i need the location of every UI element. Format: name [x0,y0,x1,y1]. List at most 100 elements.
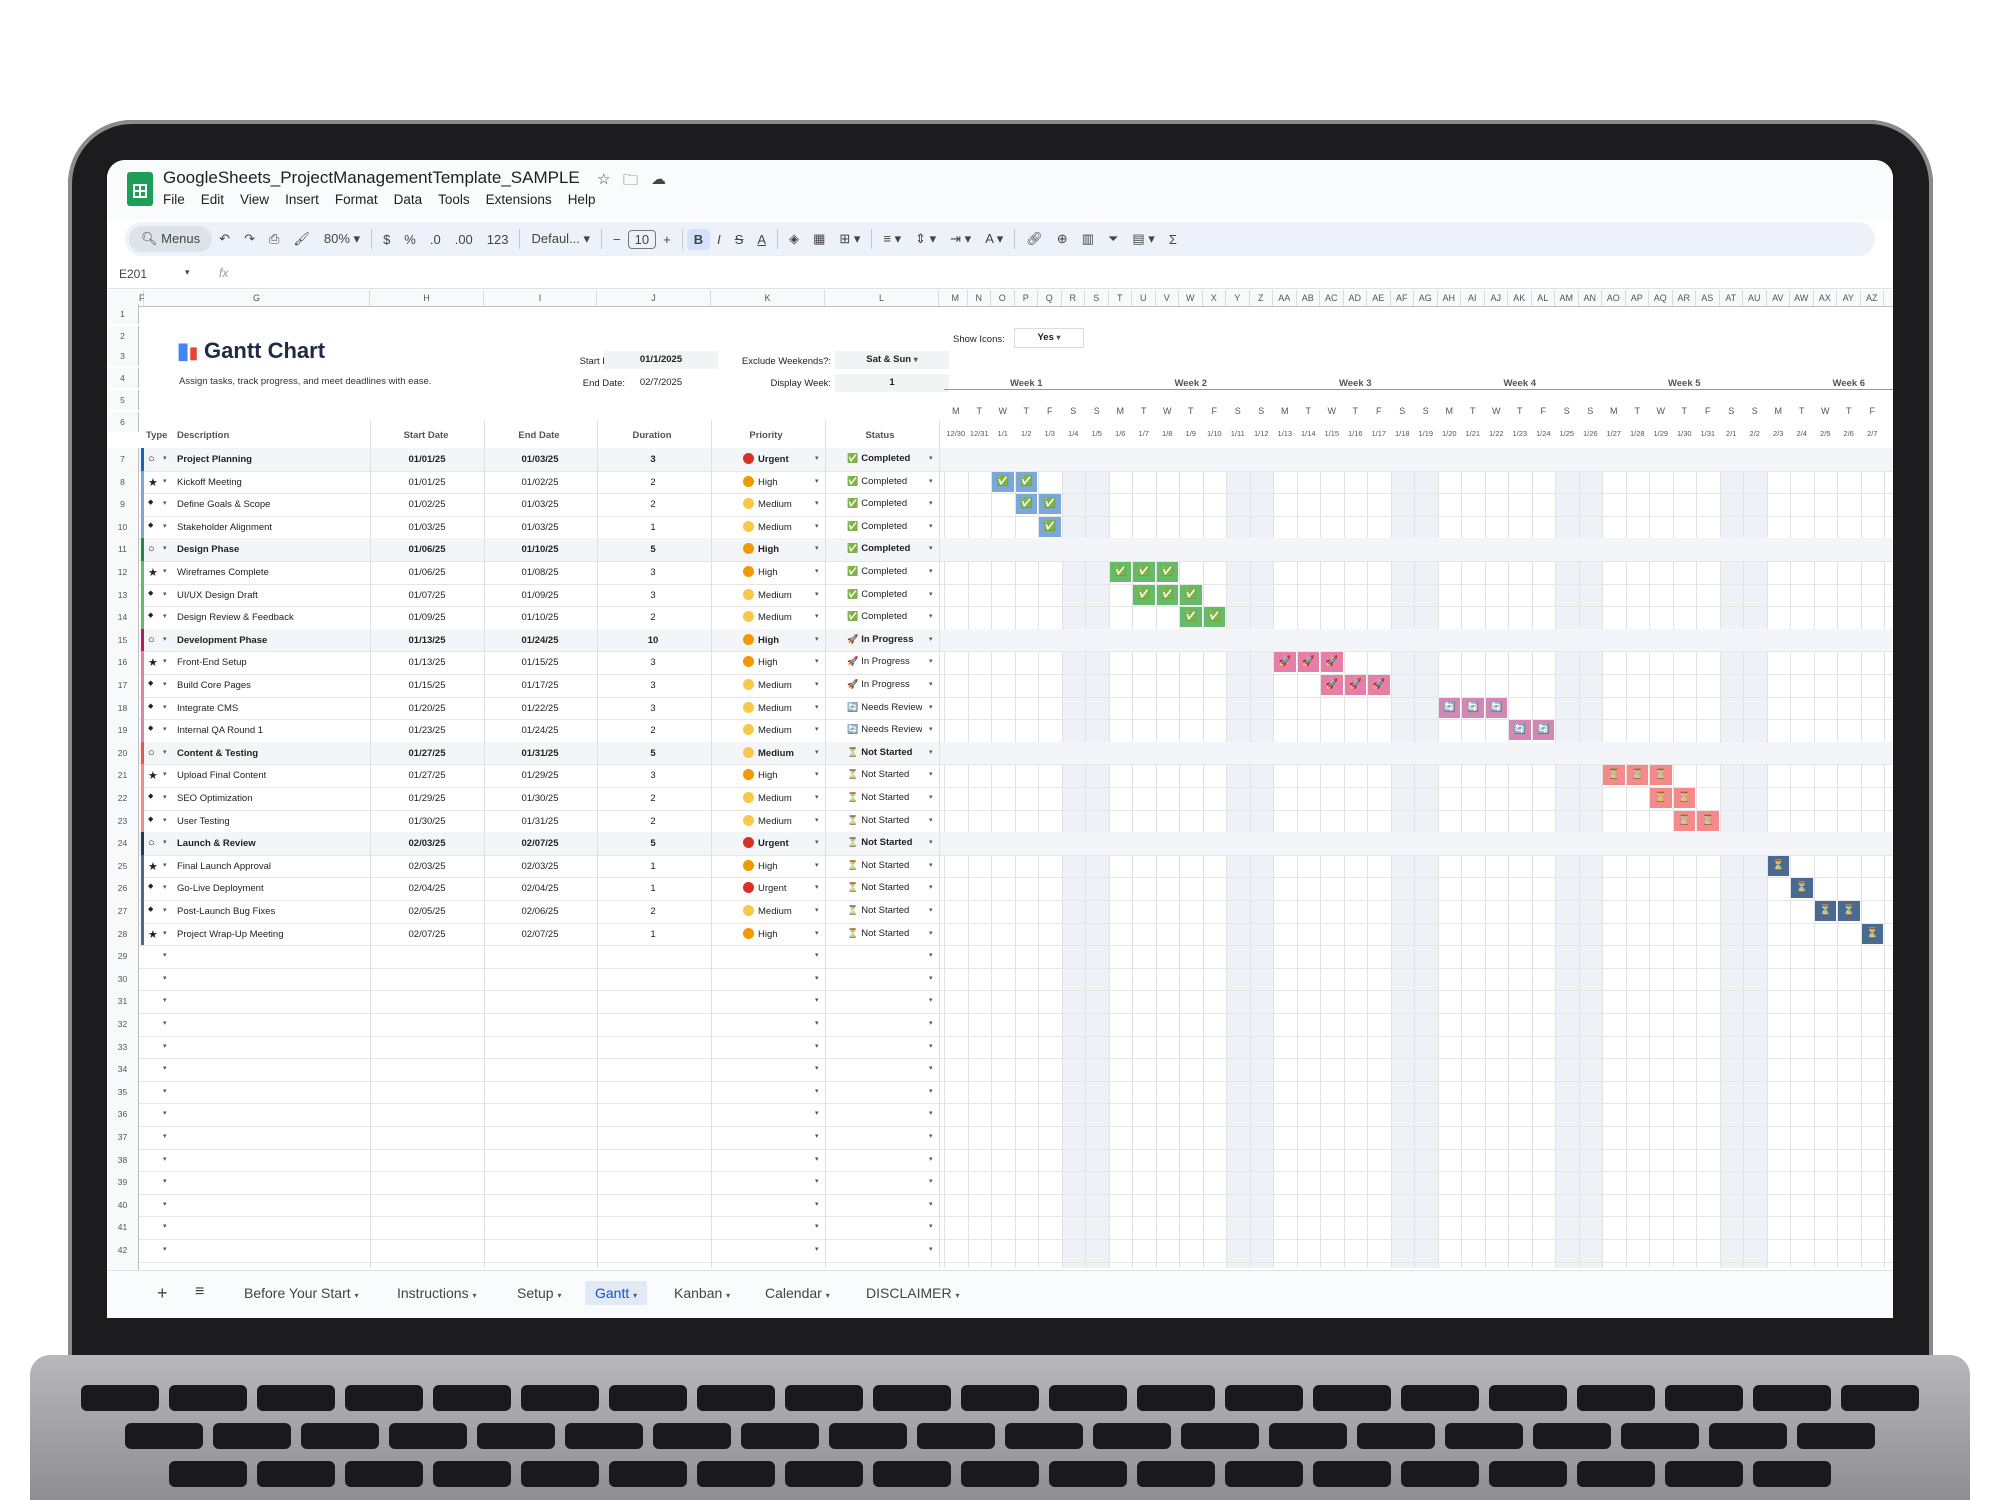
chevron-down-icon[interactable]: ▾ [929,1200,933,1208]
add-sheet-icon[interactable]: + [157,1283,168,1303]
task-duration[interactable]: 2 [650,906,656,917]
menu-insert[interactable]: Insert [285,192,319,207]
row-number[interactable]: 30 [107,967,139,991]
gantt-bar[interactable]: ⏳ [1650,788,1672,808]
milestone-star-icon[interactable]: ★ [148,928,158,941]
task-start-date[interactable]: 01/20/25 [408,702,446,714]
chevron-down-icon[interactable]: ▾ [163,1178,167,1186]
move-folder-icon[interactable]: 🗀 [623,172,639,189]
task-start-date[interactable]: 01/01/25 [408,476,446,488]
chevron-down-icon[interactable]: ▾ [929,952,933,960]
status-select[interactable]: ✅ Completed [847,498,907,509]
row-number[interactable]: 33 [107,1035,139,1059]
chevron-down-icon[interactable]: ▾ [929,884,933,892]
row-number[interactable]: 6 [107,412,139,432]
column-header[interactable]: X [1203,290,1226,306]
chevron-down-icon[interactable]: ▾ [929,500,933,508]
gantt-bar[interactable]: ✅ [1039,516,1061,537]
chevron-down-icon[interactable]: ▾ [815,952,819,960]
filter-views-icon[interactable]: ▤ ▾ [1132,231,1155,246]
task-duration[interactable]: 5 [650,747,656,759]
chevron-down-icon[interactable]: ▾ [815,1178,819,1186]
task-description[interactable]: Kickoff Meeting [177,476,242,488]
task-description[interactable]: Internal QA Round 1 [177,725,264,737]
task-end-date[interactable]: 01/17/25 [521,680,559,691]
priority-select[interactable]: High [743,543,779,555]
task-diamond-icon[interactable]: ◆ [148,883,154,891]
chevron-down-icon[interactable]: ▾ [163,1268,167,1270]
chevron-down-icon[interactable]: ▾ [929,929,933,937]
paint-format-icon[interactable]: 🖌︎ [293,231,310,246]
row-number[interactable]: 2 [107,326,139,346]
task-end-date[interactable]: 01/03/25 [521,499,559,511]
row-number[interactable]: 42 [107,1239,139,1262]
milestone-star-icon[interactable]: ★ [148,860,158,873]
chevron-down-icon[interactable]: ▾ [163,477,167,485]
task-diamond-icon[interactable]: ◆ [148,702,154,710]
priority-select[interactable]: Medium [743,746,794,759]
task-end-date[interactable]: 01/31/25 [521,747,559,759]
priority-select[interactable]: Urgent [743,882,787,894]
chevron-down-icon[interactable]: ▾ [815,1268,819,1270]
gantt-bar[interactable]: ⏳ [1603,765,1625,786]
row-number[interactable]: 29 [107,945,139,968]
chevron-down-icon[interactable]: ▾ [929,635,933,643]
font-size-increase-icon[interactable]: + [663,231,671,247]
task-duration[interactable]: 5 [650,544,656,556]
font-size-input[interactable]: 10 [627,229,657,249]
chevron-down-icon[interactable]: ▾ [929,477,933,485]
task-description[interactable]: Project Wrap-Up Meeting [177,928,284,940]
phase-circle-icon[interactable]: ○ [148,633,155,646]
task-end-date[interactable]: 01/29/25 [521,770,559,782]
row-number[interactable]: 23 [107,809,139,833]
chevron-down-icon[interactable]: ▾ [163,929,167,937]
fill-color-icon[interactable]: ◈ [789,231,800,246]
chevron-down-icon[interactable]: ▾ [163,861,167,869]
chevron-down-icon[interactable]: ▾ [163,613,167,621]
vertical-align-icon[interactable]: ⇕ ▾ [915,231,937,246]
task-duration[interactable]: 1 [650,928,656,940]
gantt-bar[interactable]: 🚀 [1368,675,1390,695]
task-diamond-icon[interactable]: ◆ [148,815,154,823]
search-menus-button[interactable]: 🔍︎ Menus [129,226,213,252]
chevron-down-icon[interactable]: ▾ [929,1268,933,1270]
task-start-date[interactable]: 01/27/25 [408,770,446,782]
insert-comment-icon[interactable]: ⊕ [1056,231,1068,246]
status-select[interactable]: ✅ Completed [847,453,910,464]
task-start-date[interactable]: 02/03/25 [408,838,446,850]
task-description[interactable]: Define Goals & Scope [177,499,271,511]
column-header[interactable]: AO [1602,290,1626,306]
column-header[interactable]: AE [1367,290,1391,306]
task-start-date[interactable]: 01/13/25 [408,657,446,669]
column-header[interactable]: AQ [1649,290,1673,306]
task-diamond-icon[interactable]: ◆ [148,521,154,529]
text-rotation-icon[interactable]: A ▾ [985,231,1004,246]
row-number[interactable]: 27 [107,900,139,923]
spreadsheet-grid[interactable]: F G H I J K L M N O P Q R S T U V W X Y Z AA AB AC AD AE AF AG AH AI A… [107,290,1893,1270]
chevron-down-icon[interactable]: ▾ [929,1155,933,1163]
column-header[interactable]: AM [1555,290,1579,306]
task-duration[interactable]: 1 [650,521,656,533]
task-end-date[interactable]: 01/03/25 [521,454,559,465]
column-header[interactable]: Q [1038,290,1062,306]
task-description[interactable]: UI/UX Design Draft [177,589,258,601]
gantt-bar[interactable]: ⏳ [1838,901,1860,921]
column-header[interactable]: AP [1626,290,1649,306]
task-description[interactable]: SEO Optimization [177,793,253,804]
chevron-down-icon[interactable]: ▾ [815,974,819,982]
task-duration[interactable]: 1 [650,883,656,895]
menu-extensions[interactable]: Extensions [485,192,552,207]
chevron-down-icon[interactable]: ▾ [163,1155,167,1163]
chevron-down-icon[interactable]: ▾ [929,613,933,621]
gantt-bar[interactable]: ✅ [1015,471,1037,492]
task-end-date[interactable]: 01/24/25 [521,725,559,737]
gantt-bar[interactable]: ✅ [1156,584,1178,605]
row-number[interactable]: 32 [107,1013,139,1036]
gantt-bar[interactable]: ✅ [1180,607,1202,628]
status-select[interactable]: ✅ Completed [847,589,907,600]
sheets-logo-icon[interactable] [127,172,153,206]
chevron-down-icon[interactable]: ▾ [815,1200,819,1208]
priority-select[interactable]: Medium [743,611,792,623]
bold-button[interactable]: B [686,228,711,250]
phase-circle-icon[interactable]: ○ [148,453,155,465]
